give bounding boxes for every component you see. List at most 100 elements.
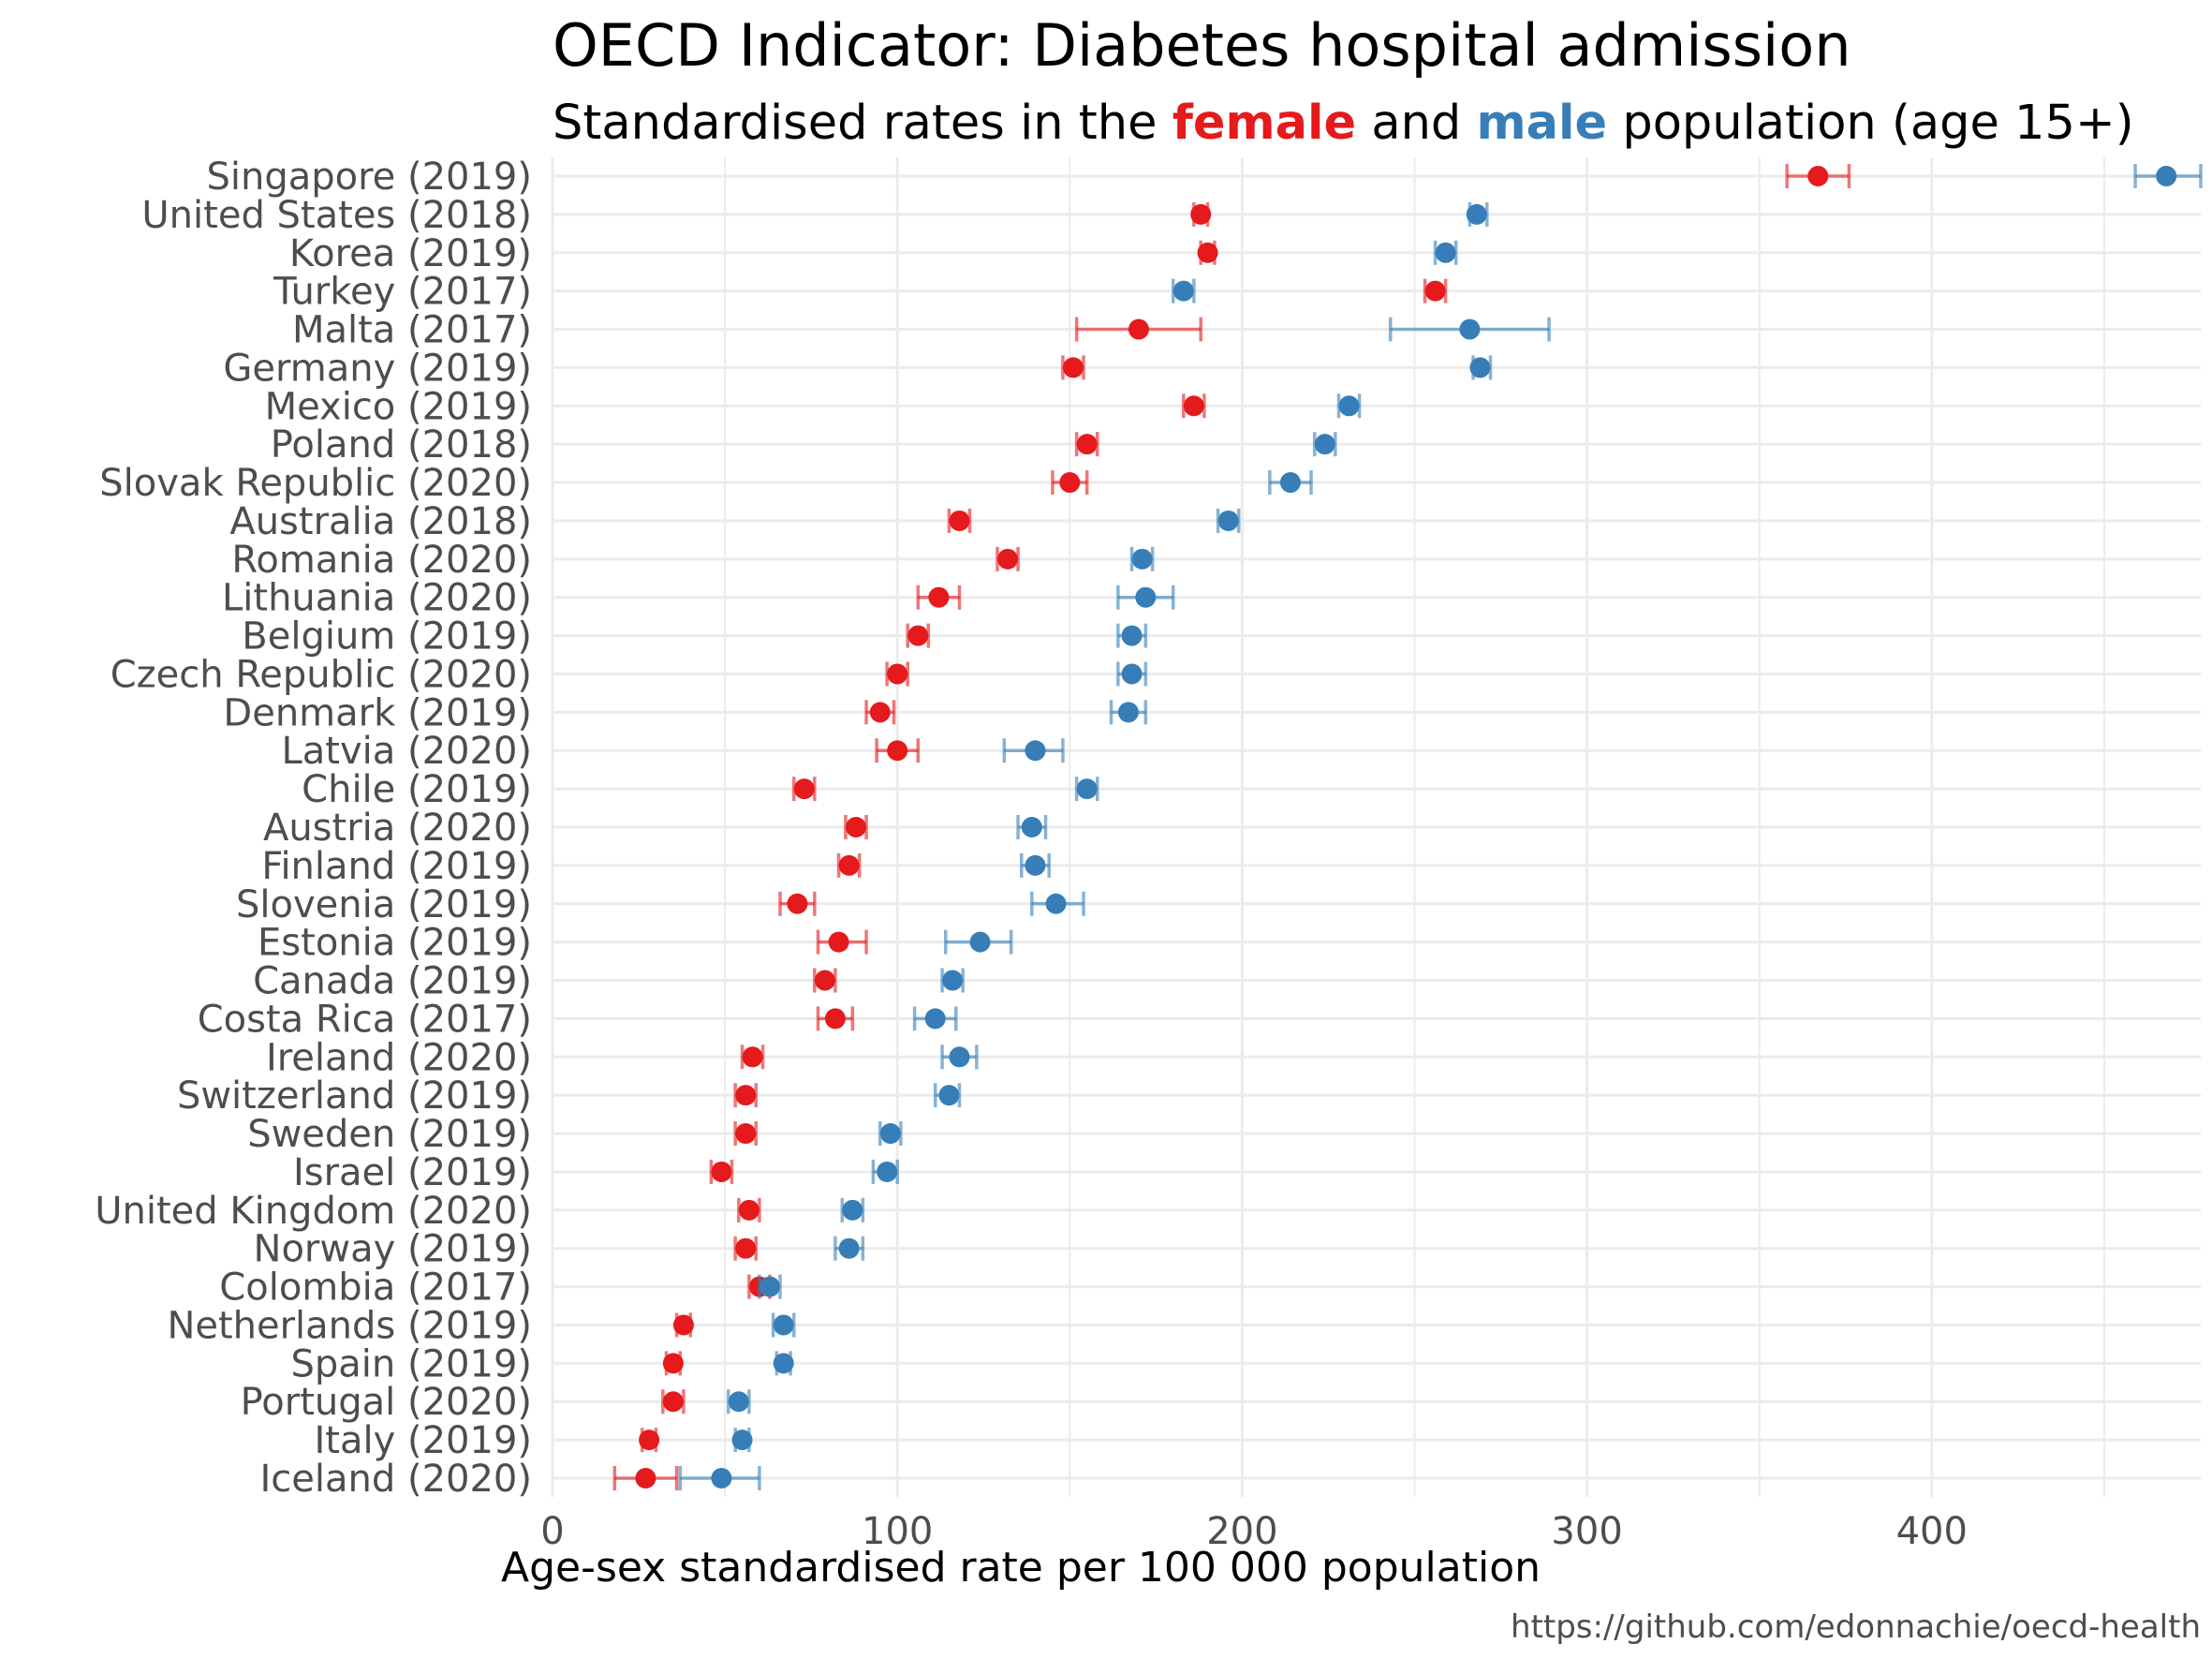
y-tick-label: Switzerland (2019) xyxy=(177,1074,532,1118)
point-male xyxy=(1135,586,1157,608)
point-male xyxy=(1469,357,1491,378)
y-tick-label: Italy (2019) xyxy=(315,1419,533,1462)
subtitle-after: population (age 15+) xyxy=(1607,96,2133,151)
point-male xyxy=(877,1161,898,1182)
point-female xyxy=(997,548,1019,570)
data-marks xyxy=(612,164,2203,1490)
y-tick-label: United States (2018) xyxy=(141,194,532,237)
point-female xyxy=(1128,318,1149,340)
x-axis-label: Age-sex standardised rate per 100 000 po… xyxy=(501,1544,1541,1592)
point-female xyxy=(1197,242,1218,263)
point-male xyxy=(2156,166,2177,186)
point-male xyxy=(942,970,964,991)
point-male xyxy=(938,1085,960,1106)
point-male xyxy=(1217,510,1239,531)
chart-title: OECD Indicator: Diabetes hospital admiss… xyxy=(553,11,1851,80)
y-tick-label: Singapore (2019) xyxy=(206,156,532,199)
caption: https://github.com/edonnachie/oecd-healt… xyxy=(1511,1608,2201,1646)
point-male xyxy=(773,1314,794,1336)
point-male xyxy=(1117,702,1139,723)
y-tick-label: Norway (2019) xyxy=(254,1228,532,1271)
y-tick-label: Malta (2017) xyxy=(292,309,532,352)
x-tick-label: 100 xyxy=(862,1510,933,1553)
y-tick-label: Ireland (2020) xyxy=(266,1036,532,1079)
point-female xyxy=(672,1314,694,1336)
point-male xyxy=(969,931,991,953)
point-female xyxy=(793,778,815,800)
y-tick-label: Romania (2020) xyxy=(231,539,532,582)
point-male xyxy=(728,1391,749,1413)
point-female xyxy=(1183,395,1204,417)
point-female xyxy=(662,1353,684,1374)
y-tick-label: Sweden (2019) xyxy=(247,1113,532,1156)
point-female xyxy=(824,1008,846,1029)
point-female xyxy=(639,1429,660,1451)
y-tick-label: Slovenia (2019) xyxy=(236,883,532,926)
x-tick-label: 300 xyxy=(1551,1510,1622,1553)
y-tick-label: Belgium (2019) xyxy=(242,615,532,659)
y-axis-labels: Singapore (2019)United States (2018)Kore… xyxy=(95,156,532,1501)
point-female xyxy=(907,625,929,646)
point-male xyxy=(1121,663,1143,685)
series-female xyxy=(612,164,1851,1490)
point-female xyxy=(738,1199,759,1221)
y-tick-label: Chile (2019) xyxy=(302,768,532,811)
y-tick-label: Australia (2018) xyxy=(229,500,532,543)
y-tick-label: Slovak Republic (2020) xyxy=(99,462,532,505)
point-male xyxy=(1466,203,1487,225)
x-axis-ticks: 0 100 200 300 400 xyxy=(540,1510,1968,1553)
point-female xyxy=(1059,472,1081,494)
y-tick-label: Netherlands (2019) xyxy=(167,1304,532,1347)
point-male xyxy=(1076,778,1098,800)
x-tick-label: 0 xyxy=(540,1510,564,1553)
point-male xyxy=(1338,395,1360,417)
point-male xyxy=(842,1199,863,1221)
y-tick-label: Spain (2019) xyxy=(291,1342,532,1385)
point-female xyxy=(742,1046,763,1068)
point-male xyxy=(1025,740,1046,762)
point-female xyxy=(1807,166,1829,186)
point-female xyxy=(838,854,860,876)
point-female xyxy=(635,1468,656,1489)
y-tick-label: Latvia (2020) xyxy=(282,730,533,773)
y-tick-label: Czech Republic (2020) xyxy=(111,653,532,696)
point-male xyxy=(1435,242,1456,263)
y-tick-label: Portugal (2020) xyxy=(241,1381,532,1424)
point-male xyxy=(838,1237,860,1259)
y-tick-label: Costa Rica (2017) xyxy=(198,998,532,1041)
y-tick-label: Germany (2019) xyxy=(223,347,532,390)
point-female xyxy=(1062,357,1084,378)
y-tick-label: Turkey (2017) xyxy=(273,271,532,314)
point-male xyxy=(1025,854,1046,876)
y-tick-label: Canada (2019) xyxy=(253,960,532,1003)
y-tick-label: Lithuania (2020) xyxy=(222,577,532,620)
point-male xyxy=(1131,548,1153,570)
point-male xyxy=(1279,472,1301,494)
point-female xyxy=(735,1237,757,1259)
y-tick-label: Finland (2019) xyxy=(261,845,532,888)
subtitle-male: male xyxy=(1477,96,1608,151)
point-female xyxy=(928,586,950,608)
y-tick-label: Denmark (2019) xyxy=(223,691,532,734)
point-male xyxy=(1314,434,1335,455)
point-male xyxy=(711,1468,732,1489)
point-male xyxy=(1121,625,1143,646)
point-female xyxy=(887,740,908,762)
y-tick-label: Poland (2018) xyxy=(271,423,532,467)
y-tick-label: Israel (2019) xyxy=(293,1151,532,1194)
point-male xyxy=(924,1008,946,1029)
point-male xyxy=(731,1429,753,1451)
x-tick-label: 400 xyxy=(1896,1510,1968,1553)
point-male xyxy=(1172,280,1194,302)
point-female xyxy=(887,663,908,685)
point-male xyxy=(1045,893,1067,914)
y-tick-label: Korea (2019) xyxy=(289,232,532,275)
y-tick-label: Mexico (2019) xyxy=(265,385,532,428)
point-male xyxy=(759,1276,780,1297)
point-female xyxy=(828,931,849,953)
subtitle-before: Standardised rates in the xyxy=(553,96,1172,151)
point-female xyxy=(846,817,867,837)
y-tick-label: United Kingdom (2020) xyxy=(95,1190,532,1233)
point-female xyxy=(1076,434,1098,455)
